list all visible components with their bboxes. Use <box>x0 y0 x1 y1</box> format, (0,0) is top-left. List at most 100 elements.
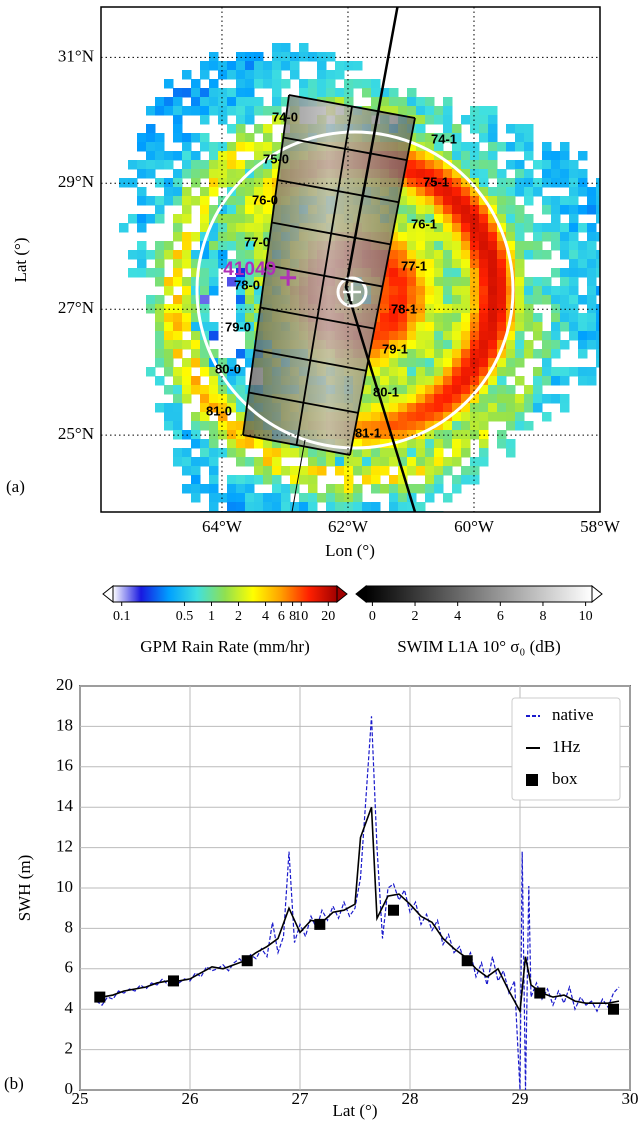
rain-cell <box>263 124 273 134</box>
rain-cell <box>488 376 498 386</box>
rain-cell <box>524 151 534 161</box>
rain-cell <box>191 160 201 170</box>
rain-cell <box>254 439 264 449</box>
rain-cell <box>407 214 417 224</box>
rain-cell <box>497 295 507 305</box>
rain-cell <box>416 187 426 197</box>
rain-cell <box>497 286 507 296</box>
box-label: 77-1 <box>401 258 427 273</box>
rain-cell <box>218 151 228 161</box>
rain-cell <box>542 394 552 404</box>
rain-cell <box>182 322 192 332</box>
rain-cell <box>569 232 579 242</box>
rain-cell <box>191 412 201 422</box>
rain-cell <box>308 457 318 467</box>
rain-cell <box>272 439 282 449</box>
rain-cell <box>389 295 399 305</box>
rain-cell <box>587 196 597 206</box>
rain-cell <box>497 394 507 404</box>
rain-cell <box>245 457 255 467</box>
rain-cell <box>434 313 444 323</box>
rain-cell <box>461 322 471 332</box>
rain-cell <box>443 358 453 368</box>
rain-cell <box>155 313 165 323</box>
rain-cell <box>146 160 156 170</box>
rain-cell <box>533 403 543 413</box>
rain-cell <box>389 322 399 332</box>
rain-cell <box>425 115 435 125</box>
rain-cell <box>461 385 471 395</box>
rain-cell <box>560 277 570 287</box>
rain-cell <box>407 286 417 296</box>
rain-cell <box>173 196 183 206</box>
rain-cell <box>353 457 363 467</box>
rain-cell <box>524 133 534 143</box>
rain-cell <box>452 313 462 323</box>
rain-cell <box>569 295 579 305</box>
rain-cell <box>479 178 489 188</box>
rain-cell <box>398 448 408 458</box>
rain-cell <box>173 259 183 269</box>
rain-cell <box>209 241 219 251</box>
rain-cell <box>299 43 309 53</box>
rain-cell <box>551 160 561 170</box>
rain-cell <box>164 412 174 422</box>
rain-cell <box>227 277 237 287</box>
rain-cell <box>434 349 444 359</box>
rain-cell <box>488 133 498 143</box>
rain-cell <box>182 205 192 215</box>
rain-cell <box>560 376 570 386</box>
rain-cell <box>272 88 282 98</box>
rain-cell <box>398 313 408 323</box>
rain-cell <box>479 457 489 467</box>
rain-cell <box>470 169 480 179</box>
rain-cell <box>587 187 597 197</box>
rain-cell <box>560 142 570 152</box>
rain-cell <box>218 493 228 503</box>
rain-cell <box>551 322 561 332</box>
rain-cell <box>353 439 363 449</box>
rain-cell <box>389 403 399 413</box>
rain-cell <box>416 385 426 395</box>
rain-cell <box>569 286 579 296</box>
rain-cell <box>542 286 552 296</box>
rain-cell <box>560 205 570 215</box>
rain-cell <box>470 232 480 242</box>
rain-cell <box>533 223 543 233</box>
rain-cell <box>308 484 318 494</box>
rain-cell <box>425 196 435 206</box>
rain-cell <box>137 223 147 233</box>
rain-cell <box>218 196 228 206</box>
rain-cell <box>272 160 282 170</box>
rain-cell <box>398 367 408 377</box>
rain-cell <box>416 286 426 296</box>
rain-cell <box>218 259 228 269</box>
rain-cell <box>416 106 426 116</box>
rain-cell <box>137 142 147 152</box>
rain-cell <box>443 196 453 206</box>
rain-cell <box>488 385 498 395</box>
rain-cell <box>407 88 417 98</box>
rain-cell <box>371 403 381 413</box>
rain-cell <box>200 448 210 458</box>
rain-cell <box>272 79 282 89</box>
rain-cell <box>569 223 579 233</box>
swim-swath <box>243 95 415 455</box>
rain-cell <box>236 403 246 413</box>
rain-cell <box>236 187 246 197</box>
rain-cell <box>524 124 534 134</box>
rain-cell <box>425 475 435 485</box>
rain-cell <box>389 457 399 467</box>
rain-cell <box>488 259 498 269</box>
rain-cell <box>398 277 408 287</box>
rain-cell <box>236 88 246 98</box>
rain-cell <box>515 277 525 287</box>
rain-cell <box>587 241 597 251</box>
rain-cell <box>461 295 471 305</box>
rain-cell <box>245 313 255 323</box>
rain-cell <box>506 187 516 197</box>
rain-cell <box>218 241 228 251</box>
rain-cell <box>425 448 435 458</box>
rain-cell <box>308 502 318 512</box>
rain-cell <box>434 268 444 278</box>
